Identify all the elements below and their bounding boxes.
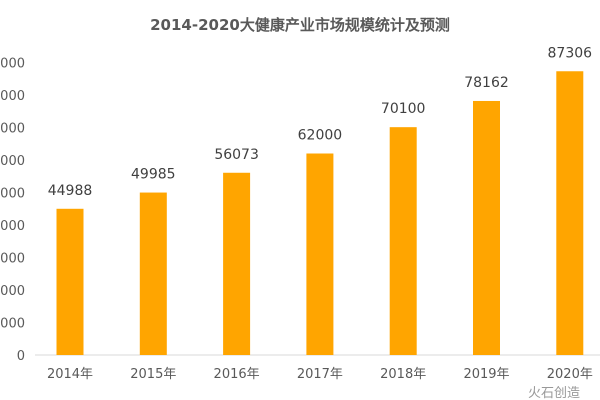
data-label: 70100	[381, 101, 426, 117]
x-axis: 2014年 2015年 2016年 2017年 2018年 2019年 2020年	[47, 367, 593, 382]
bar	[389, 127, 417, 355]
bar	[306, 153, 334, 355]
x-tick-label: 2020年	[547, 367, 593, 382]
x-tick-label: 2014年	[47, 367, 93, 382]
bar	[223, 172, 251, 355]
chart-title: 2014-2020大健康产业市场规模统计及预测	[150, 16, 450, 34]
y-tick-label: 30000	[0, 252, 25, 267]
bars: 44988 49985 56073 62000 70100 78162 87306	[48, 45, 593, 356]
y-tick-label: 20000	[0, 284, 25, 299]
data-label: 78162	[464, 75, 509, 91]
data-label: 62000	[298, 128, 343, 144]
data-label: 87306	[548, 45, 593, 61]
y-tick-label: 80000	[0, 89, 25, 104]
x-tick-label: 2016年	[214, 367, 260, 382]
y-tick-label: 90000	[0, 57, 25, 72]
y-tick-label: 10000	[0, 317, 25, 332]
bar	[139, 192, 167, 355]
data-label: 44988	[48, 183, 93, 199]
y-tick-label: 70000	[0, 122, 25, 137]
x-tick-label: 2015年	[130, 367, 176, 382]
y-tick-label: 60000	[0, 154, 25, 169]
y-tick-label: 50000	[0, 187, 25, 202]
bar	[473, 100, 500, 355]
x-tick-label: 2019年	[463, 367, 509, 382]
y-axis: 0 10000 20000 30000 40000 50000 60000 70000 8000…	[0, 57, 25, 365]
x-tick-label: 2018年	[380, 367, 426, 382]
watermark: 火石创造	[528, 386, 580, 400]
y-tick-label: 0	[17, 349, 25, 364]
x-tick-label: 2017年	[297, 367, 343, 382]
bar	[56, 208, 84, 355]
data-label: 56073	[214, 147, 259, 163]
bar	[556, 71, 584, 356]
y-tick-label: 40000	[0, 219, 25, 234]
data-label: 49985	[131, 167, 176, 183]
